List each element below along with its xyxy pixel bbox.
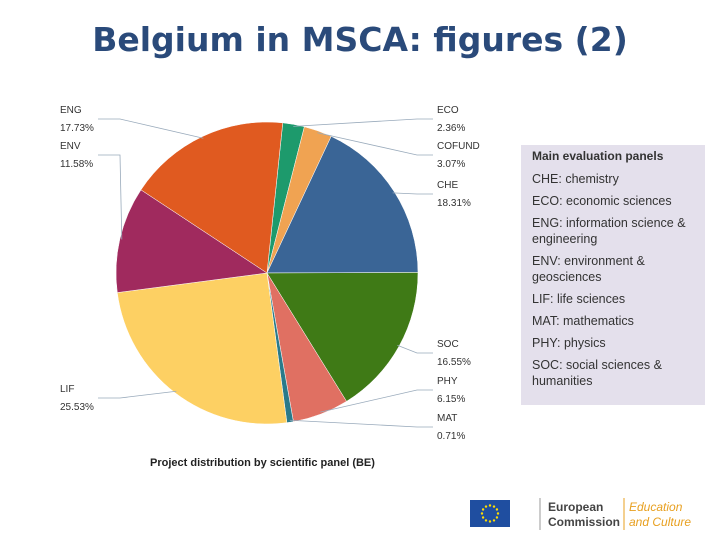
leader-line <box>392 192 433 195</box>
leader-line <box>397 344 433 354</box>
eu-star <box>484 505 488 508</box>
slice-label: ENG <box>60 105 82 116</box>
slice-value-label: 17.73% <box>60 123 94 134</box>
slice-label: ENV <box>60 141 81 152</box>
legend-item: PHY: physics <box>532 336 606 350</box>
leader-line <box>98 390 177 399</box>
eu-star <box>484 519 488 522</box>
eu-star <box>492 519 496 522</box>
slice-value-label: 16.55% <box>437 357 471 368</box>
slice-label: SOC <box>437 339 459 350</box>
legend-item: ECO: economic sciences <box>532 194 672 208</box>
logo-text: European <box>548 500 603 514</box>
eu-star <box>481 508 485 511</box>
legend-title: Main evaluation panels <box>532 149 664 163</box>
leader-line <box>98 118 204 139</box>
logo-text: and Culture <box>629 515 691 529</box>
legend-item: ENV: environment & geosciences <box>532 254 645 284</box>
eu-star <box>488 520 492 523</box>
slice-label: ECO <box>437 105 459 116</box>
slice-label: PHY <box>437 376 458 387</box>
leader-line <box>320 389 433 413</box>
slice-label: CHE <box>437 180 458 191</box>
slice-value-label: 2.36% <box>437 123 465 134</box>
legend-item: LIF: life sciences <box>532 292 626 306</box>
logo-text: Commission <box>548 515 620 529</box>
slice-label: COFUND <box>437 141 480 152</box>
slice-value-label: 18.31% <box>437 198 471 209</box>
eu-star <box>496 512 500 515</box>
pie-slice <box>115 189 268 293</box>
slice-value-label: 6.15% <box>437 394 465 405</box>
leader-line <box>293 118 433 127</box>
leader-line <box>98 154 123 240</box>
eu-star <box>495 508 499 511</box>
leader-line <box>289 419 433 428</box>
pie-slice <box>116 272 288 425</box>
slice-value-label: 3.07% <box>437 159 465 170</box>
logo-text: Education <box>629 500 683 514</box>
slice-value-label: 11.58% <box>60 159 93 170</box>
pie-slice <box>266 136 419 274</box>
eu-star <box>492 505 496 508</box>
slice-label: LIF <box>60 384 74 395</box>
slice-label: MAT <box>437 413 457 424</box>
legend: Main evaluation panels CHE: chemistry ECO… <box>521 145 705 405</box>
eu-flag <box>470 500 510 527</box>
chart-title: Project distribution by scientific panel… <box>150 457 375 469</box>
slice-value-label: 25.53% <box>60 402 94 413</box>
slide-title: Belgium in MSCA: figures (2) <box>92 20 628 59</box>
eu-star <box>481 516 485 519</box>
eu-star <box>495 516 499 519</box>
pie-slice <box>140 121 284 274</box>
legend-item: SOC: social sciences & humanities <box>532 358 662 388</box>
legend-item: MAT: mathematics <box>532 314 634 328</box>
leader-line <box>317 132 433 156</box>
slice-value-label: 0.71% <box>437 431 465 442</box>
eu-star <box>488 504 492 507</box>
legend-item: CHE: chemistry <box>532 172 619 186</box>
logo: European Commission Education and Cultur… <box>470 498 691 530</box>
legend-item: ENG: information science & engineering <box>532 216 686 246</box>
eu-star <box>480 512 484 515</box>
